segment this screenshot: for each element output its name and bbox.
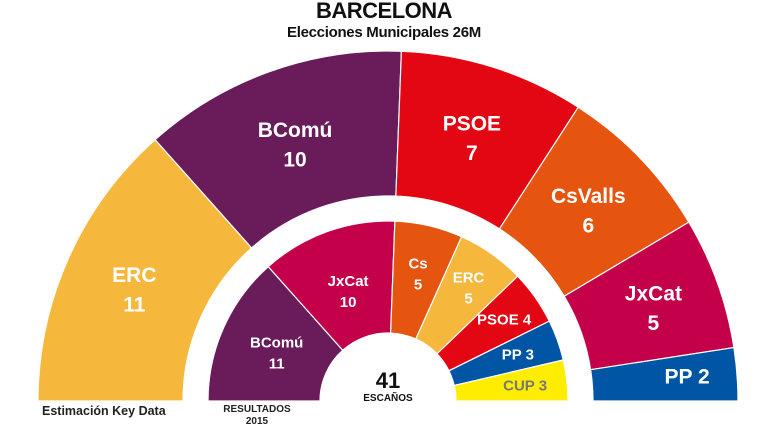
inner-ring-segment-jxcat (267, 220, 396, 352)
outer-ring-estimate: ERC 11 BComú 10 PSOE 7 CsValls 6 JxCat 5 PP 2 (37, 50, 739, 402)
outer-ring-label-jxcat-name: JxCat (625, 282, 682, 305)
inner-ring-label-erc-seats: 5 (464, 291, 472, 308)
outer-ring-label-psoe-name: PSOE (443, 113, 501, 136)
inner-ring-segment-bcomú (207, 265, 344, 402)
chart-subtitle: Elecciones Municipales 26M (287, 24, 481, 41)
inner-ring-label-psoe: PSOE 4 (477, 312, 532, 329)
inner-ring-label-bcomú-seats: 11 (269, 355, 285, 372)
center-seat-label: ESCAÑOS (363, 391, 413, 404)
chart-title: BARCELONA (315, 0, 453, 23)
inner-ring-label-bcomú-name: BComú (250, 334, 303, 351)
inner-ring-label-jxcat-seats: 10 (340, 294, 357, 311)
outer-ring-label-csvalls-seats: 6 (582, 214, 594, 237)
outer-ring-caption: Estimación Key Data (42, 404, 166, 418)
outer-ring-label-jxcat-seats: 5 (648, 312, 660, 335)
outer-ring-label-pp: PP 2 (665, 365, 710, 388)
inner-ring-2015: BComú 11 JxCat 10 Cs 5 ERC 5 PSOE 4 PP 3 CUP 3 (207, 220, 569, 402)
inner-ring-label-erc-name: ERC (453, 270, 485, 287)
inner-ring-label-cup: CUP 3 (503, 377, 547, 394)
outer-ring-label-bcomú-name: BComú (258, 119, 333, 142)
outer-ring-label-erc-seats: 11 (123, 293, 146, 316)
outer-ring-label-bcomú-seats: 10 (283, 148, 306, 171)
inner-ring-label-jxcat-name: JxCat (328, 273, 369, 290)
outer-ring-label-csvalls-name: CsValls (551, 185, 626, 208)
outer-ring-label-erc-name: ERC (112, 264, 156, 287)
outer-ring-segment-pp (589, 346, 739, 402)
inner-ring-segment-cup (453, 359, 569, 402)
outer-ring-label-psoe-seats: 7 (466, 142, 478, 165)
inner-ring-label-pp: PP 3 (502, 347, 534, 364)
inner-ring-label-cs-name: Cs (408, 256, 427, 273)
center-seat-total: 41 (376, 368, 400, 393)
inner-ring-caption: RESULTADOS 2015 (223, 404, 291, 427)
inner-ring-label-cs-seats: 5 (414, 277, 422, 294)
